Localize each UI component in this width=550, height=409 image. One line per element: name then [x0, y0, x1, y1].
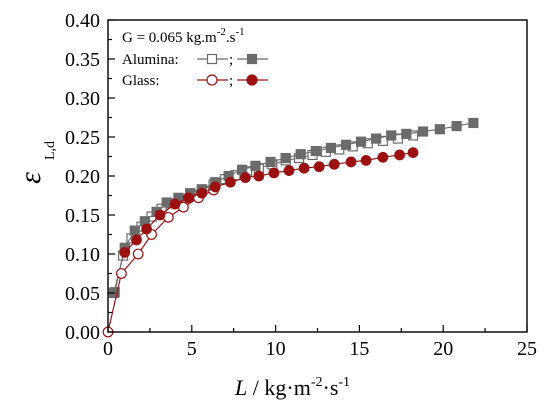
legend-condition-mid: .s — [226, 30, 236, 46]
legend-condition-exp2: -1 — [235, 26, 244, 38]
y-axis-subscript: L,d — [43, 141, 58, 160]
x-axis-title: L / kg·m-2·s-1 — [234, 375, 350, 400]
legend-glass-separator: ; — [229, 73, 233, 89]
x-axis-mid: ·s — [323, 375, 339, 400]
alumina-filled-point — [161, 197, 172, 208]
alumina-filled-point — [355, 136, 367, 147]
glass-filled-point — [253, 170, 265, 182]
x-tick-label: 0 — [103, 338, 113, 360]
glass-filled-point — [224, 176, 236, 188]
alumina-filled-point — [468, 117, 479, 129]
glass-open-point — [116, 268, 127, 279]
glass-filled-series — [119, 147, 419, 258]
alumina-filled-point — [250, 160, 261, 171]
x-tick-label: 25 — [517, 338, 537, 360]
y-tick-label: 0.30 — [65, 88, 100, 110]
glass-filled-point — [268, 167, 280, 179]
y-tick-label: 0.05 — [65, 283, 100, 305]
y-tick-label: 0.35 — [65, 49, 100, 71]
alumina-filled-point — [417, 126, 429, 137]
legend-condition: G = 0.065 kg.m-2.s-1 — [122, 26, 245, 46]
glass-filled-point — [313, 161, 325, 173]
alumina-filled-point — [109, 287, 120, 298]
glass-filled-point — [360, 154, 372, 166]
glass-filled-point — [328, 158, 340, 170]
legend-glass-label: Glass: — [122, 73, 160, 89]
y-tick-label: 0.20 — [65, 166, 100, 188]
x-axis-unit: kg·m — [264, 375, 310, 400]
legend-alumina-filled-symbol — [237, 53, 268, 65]
x-axis-exp2: -1 — [338, 375, 350, 390]
glass-filled-point — [298, 162, 310, 174]
glass-filled-point — [240, 172, 251, 183]
x-tick-label: 20 — [433, 338, 453, 360]
glass-filled-point — [209, 181, 221, 193]
alumina-filled-point — [280, 152, 291, 164]
legend: G = 0.065 kg.m-2.s-1 Alumina: ; Glass: ; — [122, 26, 268, 89]
alumina-filled-point — [401, 128, 412, 139]
legend-condition-prefix: G = 0.065 kg.m — [122, 30, 217, 46]
legend-glass-filled-symbol — [237, 74, 268, 86]
x-axis-exp1: -2 — [311, 375, 323, 390]
glass-filled-point — [407, 147, 419, 159]
x-axis-var: L — [234, 375, 247, 400]
legend-condition-exp1: -2 — [217, 26, 226, 38]
glass-filled-point — [119, 247, 131, 258]
legend-alumina-label: Alumina: — [122, 52, 179, 68]
y-tick-label: 0.40 — [65, 10, 100, 32]
legend-alumina-open-symbol — [197, 53, 228, 65]
legend-alumina-separator: ; — [229, 52, 233, 68]
y-axis-symbol: ε — [14, 172, 47, 184]
y-tick-label: 0.15 — [65, 205, 100, 227]
alumina-filled-point — [265, 156, 276, 168]
plot-marks — [102, 117, 479, 338]
glass-filled-point — [196, 187, 208, 199]
glass-filled-point — [345, 156, 357, 168]
glass-open-point — [132, 248, 144, 260]
y-axis-title: ε L,d — [14, 141, 58, 184]
alumina-filled-point — [340, 139, 352, 150]
alumina-filled-point — [434, 124, 445, 135]
alumina-filled-point — [371, 133, 382, 144]
ticks — [107, 19, 528, 333]
x-tick-label: 10 — [266, 338, 286, 360]
alumina-filled-point — [129, 225, 140, 236]
glass-filled-point — [377, 151, 389, 163]
alumina-filled-point — [451, 120, 462, 132]
glass-filled-point — [141, 223, 152, 235]
glass-filled-point — [283, 165, 295, 176]
alumina-filled-point — [325, 142, 337, 154]
tick-labels: 0 5 10 15 20 25 0.00 0.05 0.10 0.15 0.20 0.25 0.30 0.… — [65, 10, 537, 360]
x-axis-sep: / — [247, 375, 264, 400]
legend-glass-open-symbol — [197, 74, 228, 86]
glass-filled-point — [183, 192, 194, 204]
alumina-filled-point — [386, 130, 397, 141]
alumina-filled-point — [310, 145, 321, 157]
y-tick-label: 0.00 — [65, 322, 100, 344]
alumina-filled-point — [295, 149, 306, 160]
glass-filled-point — [131, 234, 142, 246]
glass-filled-point — [169, 198, 181, 210]
glass-filled-point — [154, 209, 166, 221]
y-tick-label: 0.10 — [65, 244, 100, 266]
alumina-filled-series — [109, 117, 479, 298]
y-tick-label: 0.25 — [65, 127, 100, 149]
x-tick-label: 5 — [187, 338, 197, 360]
x-tick-label: 15 — [349, 338, 369, 360]
glass-filled-point — [394, 149, 406, 161]
